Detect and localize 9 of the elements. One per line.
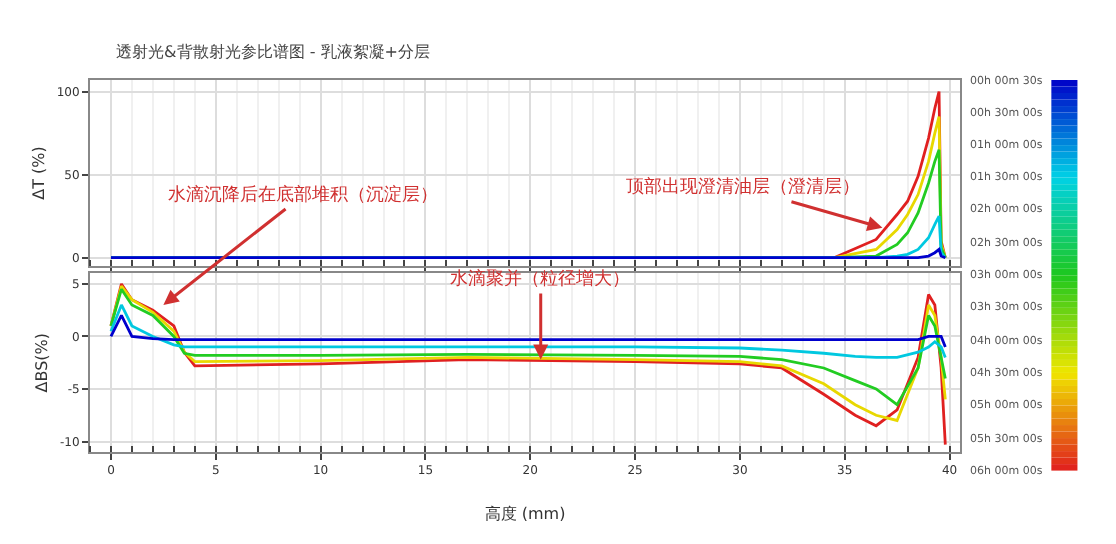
- y-axis-title: ΔT (%): [30, 146, 49, 200]
- annotation: 水滴沉降后在底部堆积（沉淀层）: [168, 184, 438, 206]
- y-axis-title: ΔBS(%): [33, 332, 52, 393]
- line-series: [109, 314, 947, 349]
- line-series: [109, 303, 947, 359]
- annotation: 水滴聚并（粒径增大）: [450, 268, 630, 290]
- x-axis-title: 高度 (mm): [484, 504, 566, 523]
- annotation: 顶部出现澄清油层（澄清层）: [626, 176, 860, 198]
- chart-title: 透射光&背散射光参比谱图 - 乳液絮凝+分层: [116, 43, 430, 62]
